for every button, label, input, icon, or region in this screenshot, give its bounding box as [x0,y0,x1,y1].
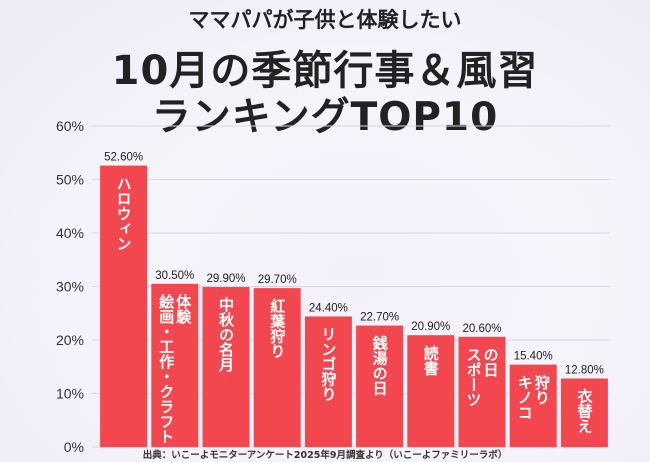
bar-category-label: 紅葉狩り [268,297,286,358]
bar [509,364,557,447]
bar-category-label: 銭湯の日 [371,335,389,397]
bar [458,336,506,447]
bar [407,335,455,447]
bar [304,316,352,447]
bar-category-label: スポーツ [465,347,483,407]
bar-category-label: の日 [482,347,500,378]
source-note: 出典：いこーよモニターアンケート2025年9月調査より（いこーよファミリーラボ） [142,450,508,461]
bar-category-label: 狩り [533,374,551,405]
bar-category-label: キノコ [516,375,534,420]
bar [202,287,250,447]
y-tick-label: 20% [56,332,84,348]
bar-value-label: 12.80% [565,365,604,377]
bar-value-label: 20.90% [411,321,450,333]
bar-value-label: 20.60% [462,323,501,335]
y-tick-label: 10% [56,386,84,402]
bar-value-label: 30.50% [155,270,194,282]
bar [151,283,199,447]
y-tick-label: 50% [56,172,84,188]
bar-category-label: 体験 [174,293,192,325]
bar [253,288,301,447]
chart-title: 10月の季節行事＆風習 [111,48,539,94]
bar [560,378,608,447]
y-tick-label: 30% [56,279,84,295]
chart-title-ranking: ランキングTOP10 [151,95,499,140]
bar-value-label: 29.90% [206,273,245,285]
bar-category-label: ハロウィン [115,176,133,251]
bar-category-label: 衣替え [575,388,593,434]
bar-value-label: 22.70% [360,312,399,324]
bar [356,325,404,447]
y-tick-label: 0% [64,439,84,455]
bar-category-label: 中秋の名月 [217,296,235,373]
bar [100,165,148,447]
y-tick-label: 60% [56,118,84,134]
bar-value-label: 24.40% [309,302,348,314]
bar-value-label: 29.70% [258,274,297,286]
y-tick-label: 40% [56,225,84,241]
bar-category-label: 読書 [422,344,440,376]
bar-category-label: 絵画・工作・クラフト [157,293,175,444]
bar-value-label: 52.60% [104,152,143,164]
chart-subtitle: ママパパが子供と体験したい [188,8,462,32]
bar-value-label: 15.40% [514,351,553,363]
bar-category-label: リンゴ狩り [319,326,337,401]
